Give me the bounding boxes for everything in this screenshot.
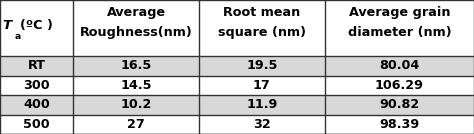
Text: 300: 300 — [23, 79, 50, 92]
Text: 32: 32 — [253, 118, 271, 131]
Bar — [0, 56, 474, 76]
Bar — [0, 115, 474, 134]
Text: Average: Average — [107, 5, 166, 19]
Bar — [0, 0, 474, 56]
Text: 90.82: 90.82 — [379, 98, 419, 111]
Text: 16.5: 16.5 — [121, 59, 152, 72]
Text: square (nm): square (nm) — [218, 26, 306, 39]
Text: 14.5: 14.5 — [120, 79, 152, 92]
Text: a: a — [14, 32, 20, 41]
Text: T: T — [2, 19, 12, 32]
Text: 400: 400 — [23, 98, 50, 111]
Text: 17: 17 — [253, 79, 271, 92]
Text: 11.9: 11.9 — [246, 98, 278, 111]
Bar — [0, 95, 474, 115]
Text: RT: RT — [28, 59, 46, 72]
Text: 98.39: 98.39 — [379, 118, 419, 131]
Text: (ºC ): (ºC ) — [20, 19, 53, 32]
Text: 10.2: 10.2 — [120, 98, 152, 111]
Text: Average grain: Average grain — [348, 5, 450, 19]
Text: Root mean: Root mean — [223, 5, 301, 19]
Text: Roughness(nm): Roughness(nm) — [80, 26, 192, 39]
Text: 27: 27 — [128, 118, 145, 131]
Text: diameter (nm): diameter (nm) — [347, 26, 451, 39]
Text: 500: 500 — [23, 118, 50, 131]
Bar — [0, 76, 474, 95]
Text: 80.04: 80.04 — [379, 59, 419, 72]
Text: 106.29: 106.29 — [375, 79, 424, 92]
Text: 19.5: 19.5 — [246, 59, 278, 72]
